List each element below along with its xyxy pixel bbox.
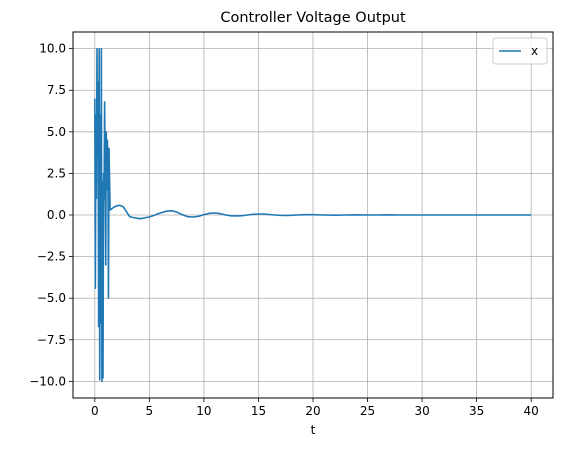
series-layer [94,47,532,383]
series-line-x [94,47,532,383]
legend: x [492,37,548,65]
x-tick-label: 40 [524,404,539,418]
chart-title: Controller Voltage Output [220,10,406,26]
x-tick-label: 30 [414,404,429,418]
y-axis-ticks: −10.0 −7.5 −5.0 −2.5 0.0 2.5 5.0 7.5 10.0 [29,42,73,388]
x-tick-label: 20 [305,404,320,418]
y-tick-label: 7.5 [47,83,66,97]
y-tick-label: −2.5 [37,250,66,264]
x-tick-label: 25 [360,404,375,418]
x-tick-label: 0 [91,404,99,418]
x-tick-label: 10 [196,404,211,418]
y-tick-label: −10.0 [29,374,66,388]
y-tick-label: 2.5 [47,166,66,180]
y-tick-label: 5.0 [47,125,66,139]
x-tick-label: 15 [251,404,266,418]
x-tick-label: 5 [146,404,154,418]
y-tick-label: −7.5 [37,333,66,347]
y-tick-label: −5.0 [37,291,66,305]
x-axis-ticks: 0 5 10 15 20 25 30 35 40 [91,398,539,418]
x-axis-label: t [311,423,316,437]
y-tick-label: 0.0 [47,208,66,222]
y-tick-label: 10.0 [39,42,66,56]
x-tick-label: 35 [469,404,484,418]
legend-label: x [531,44,538,58]
